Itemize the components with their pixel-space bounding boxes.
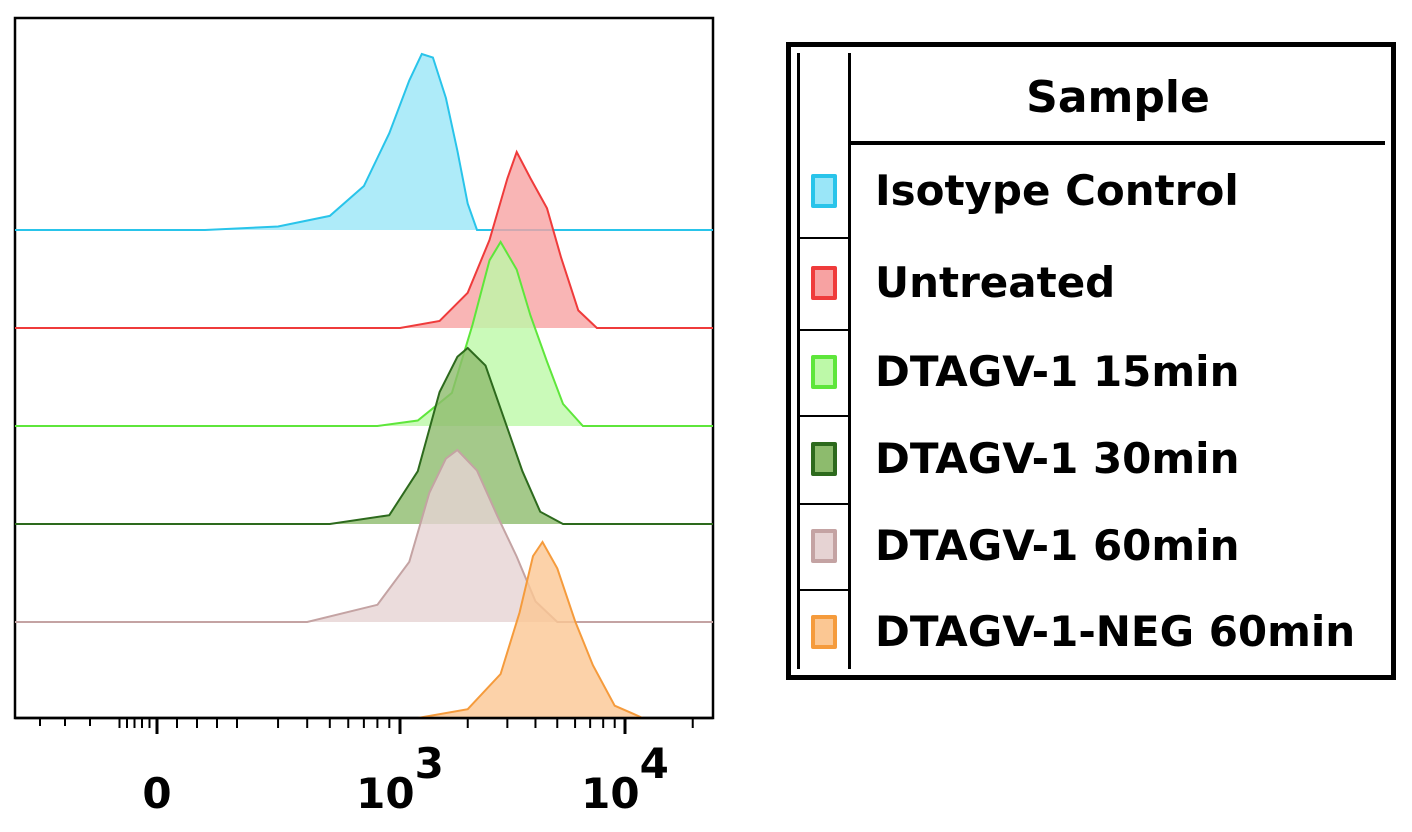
histogram-chart: 0 103 104: [13, 16, 715, 818]
histogram-outline-3: [15, 346, 713, 525]
x-tick-label-superscript: 4: [640, 739, 669, 788]
legend-item: DTAGV-1-NEG 60min: [797, 589, 1385, 675]
x-tick-label-superscript: 3: [415, 739, 444, 788]
legend-label: DTAGV-1 15min: [875, 347, 1240, 396]
legend-row-separator: [797, 237, 851, 239]
legend-item: DTAGV-1 15min: [797, 329, 1385, 415]
histogram-fill-5: [15, 542, 713, 718]
histogram-outline-5: [15, 540, 713, 719]
legend-label: DTAGV-1 30min: [875, 434, 1240, 483]
legend-swatch: [811, 266, 837, 300]
legend-label: Isotype Control: [875, 166, 1239, 215]
legend-row-separator: [797, 415, 851, 417]
x-tick-label-1: 103: [356, 739, 444, 818]
legend-label: Untreated: [875, 258, 1116, 307]
legend-swatch: [811, 615, 837, 649]
histogram-series-3: [15, 346, 713, 525]
legend-item: DTAGV-1 30min: [797, 415, 1385, 503]
histogram-series-1: [15, 149, 713, 329]
x-tick-label-2: 104: [581, 739, 669, 818]
legend-swatch: [811, 174, 837, 208]
plot-frame: [13, 16, 715, 720]
legend-swatch-column: [797, 53, 851, 669]
legend-item: Untreated: [797, 237, 1385, 329]
legend: Sample Isotype Control Untreated DTAGV-1 1…: [786, 42, 1396, 680]
histogram-fill-2: [15, 242, 713, 426]
histogram-fill-0: [15, 54, 713, 230]
legend-row-separator: [797, 589, 851, 591]
x-tick-label-base: 10: [356, 769, 414, 818]
histogram-outline-2: [15, 240, 713, 427]
x-tick-label-0: 0: [142, 769, 171, 818]
legend-swatch: [811, 355, 837, 389]
legend-title: Sample: [851, 53, 1385, 145]
legend-row-separator: [797, 503, 851, 505]
histogram-outline-1: [15, 149, 713, 329]
x-tick-label-base: 0: [142, 769, 171, 818]
histogram-fill-1: [15, 152, 713, 328]
x-tick-label-base: 10: [581, 769, 639, 818]
histogram-series-5: [15, 540, 713, 719]
histogram-series-2: [15, 240, 713, 427]
legend-row-separator: [797, 329, 851, 331]
legend-item: Isotype Control: [797, 145, 1385, 237]
histogram-series-0: [15, 52, 713, 231]
legend-inner: Sample Isotype Control Untreated DTAGV-1 1…: [797, 53, 1385, 669]
legend-label: DTAGV-1 60min: [875, 521, 1240, 570]
legend-swatch: [811, 442, 837, 476]
legend-item: DTAGV-1 60min: [797, 503, 1385, 589]
histogram-outline-0: [15, 52, 713, 231]
legend-label: DTAGV-1-NEG 60min: [875, 607, 1356, 656]
legend-swatch: [811, 529, 837, 563]
